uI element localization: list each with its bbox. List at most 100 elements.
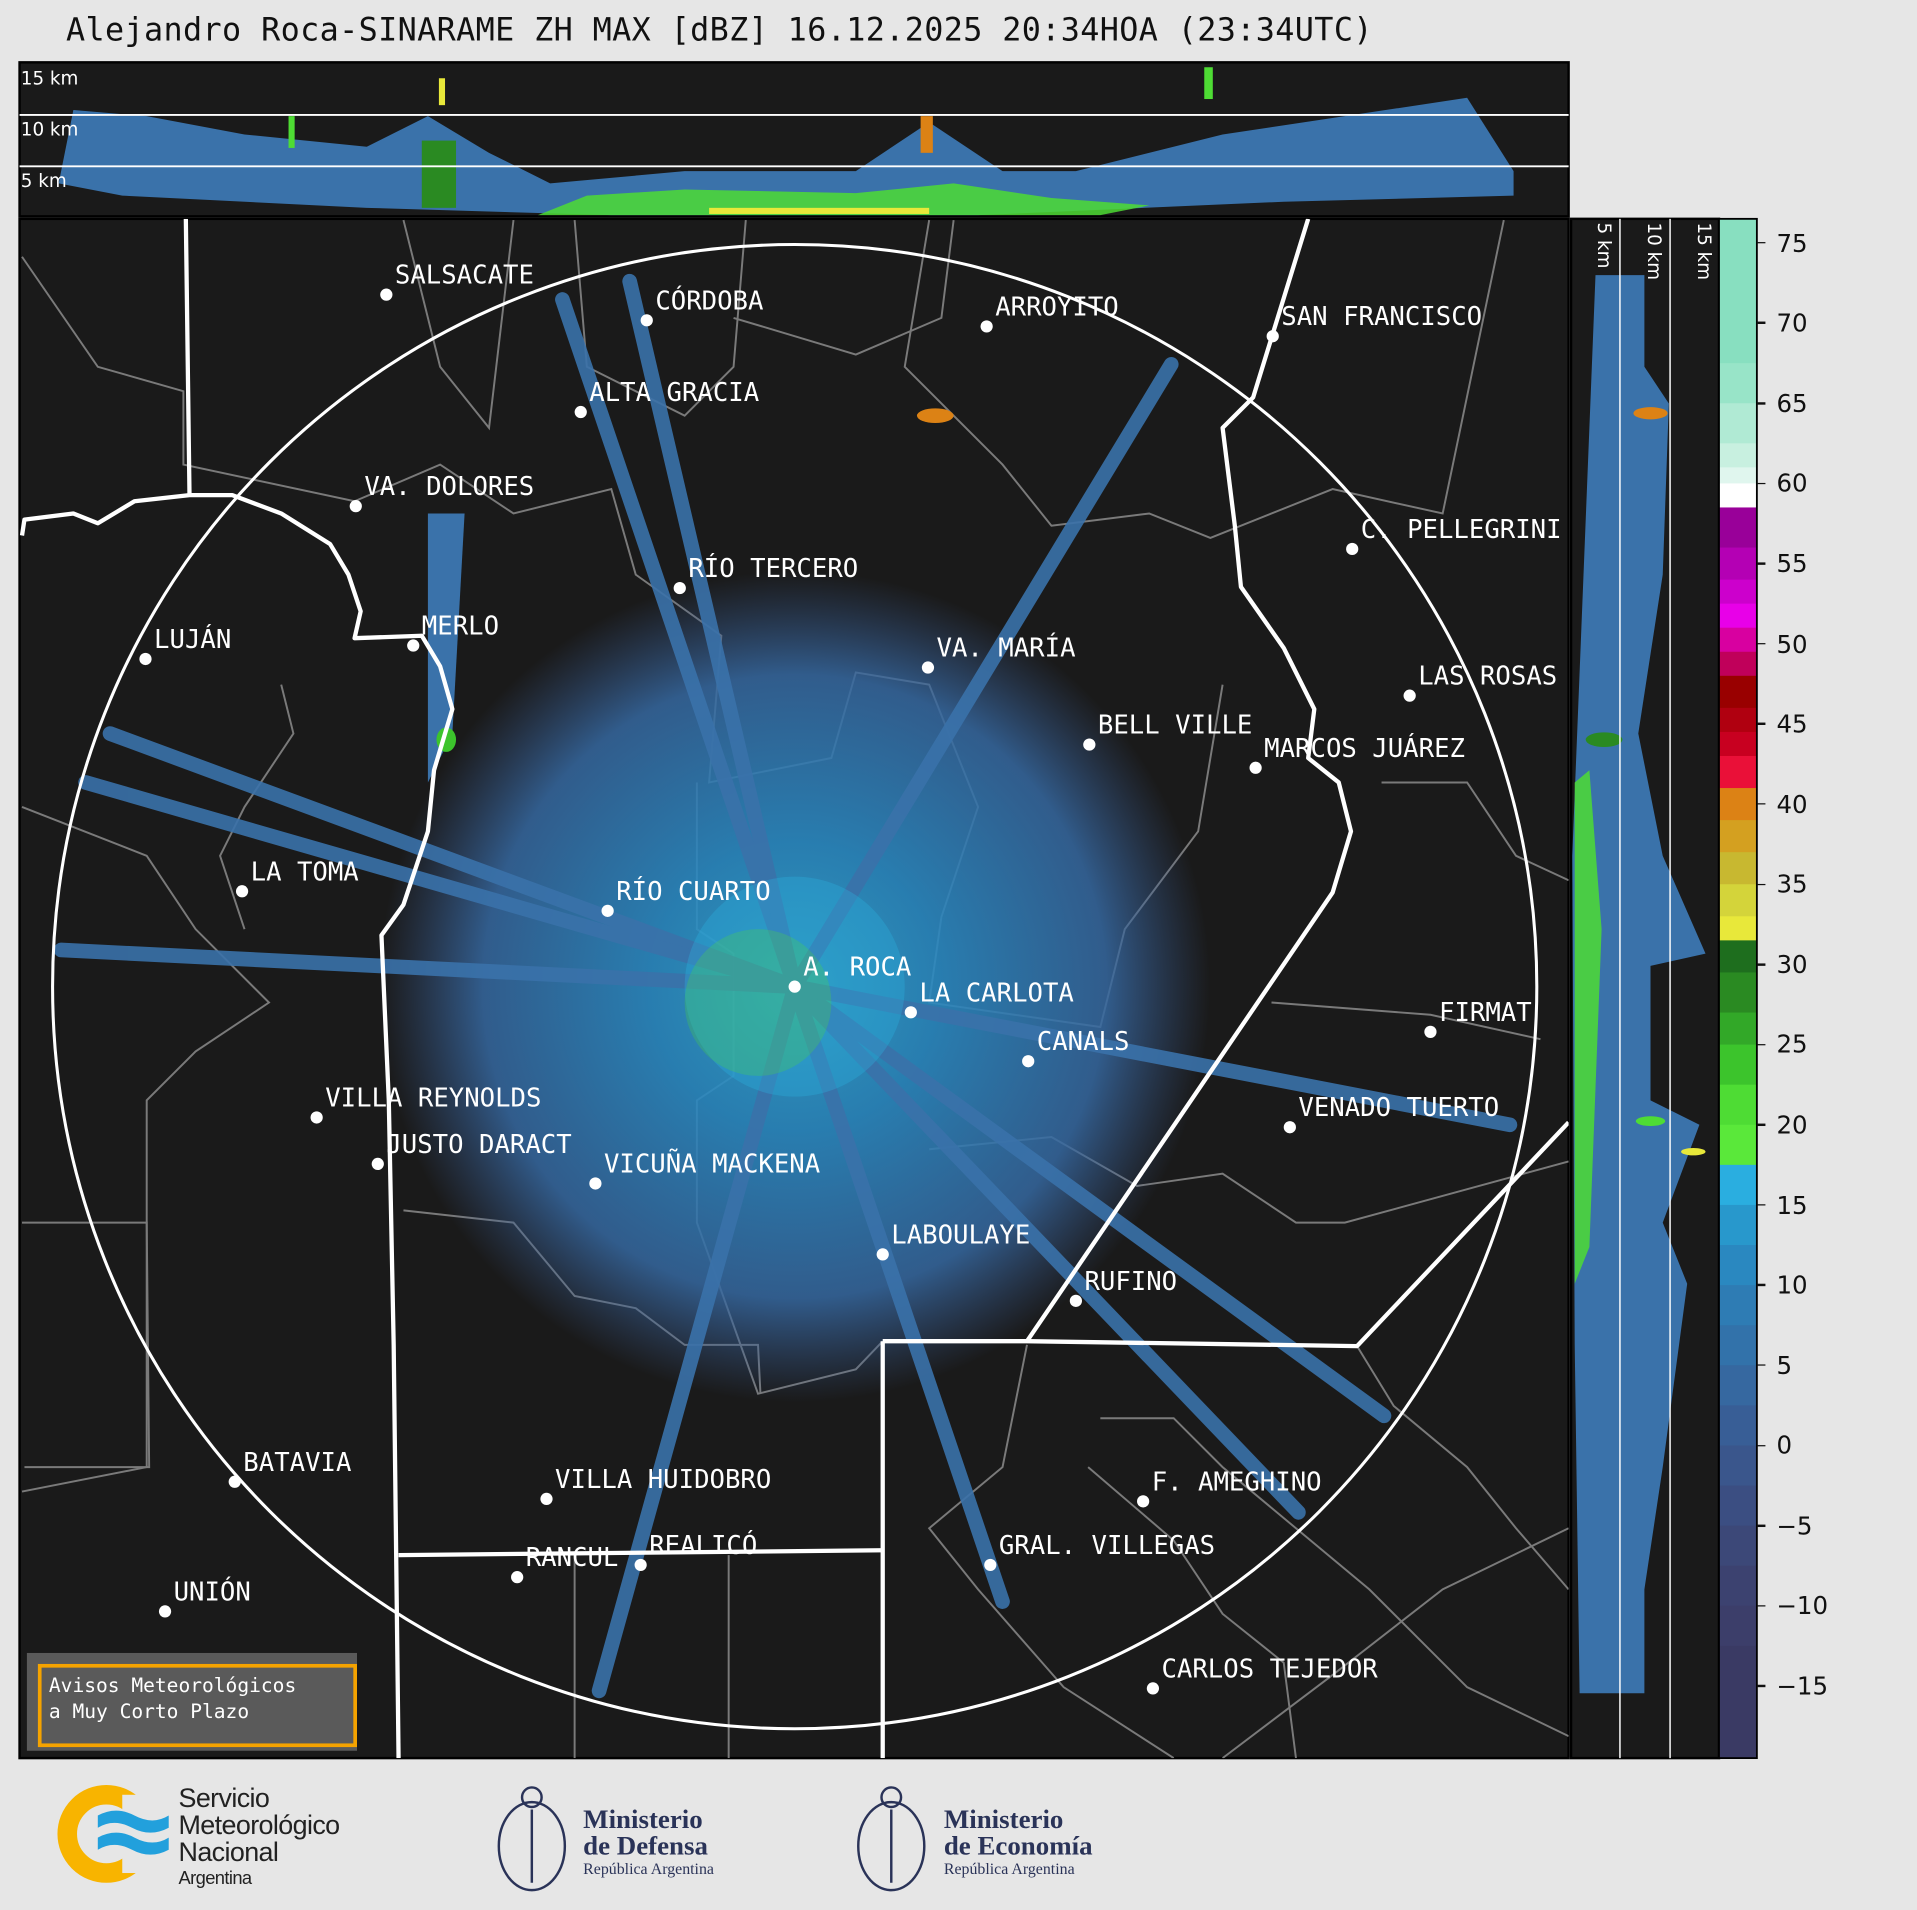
colorbar (1718, 218, 1757, 1759)
colorbar-tick-label: −15 (1776, 1671, 1829, 1701)
colorbar-tick-mark (1756, 722, 1766, 725)
city-label: A. ROCA (803, 953, 911, 983)
side-cross-section-panel: 5 km 10 km 15 km (1569, 217, 1721, 1760)
city-label: LAS ROSAS (1418, 662, 1557, 692)
colorbar-segment (1718, 884, 1757, 917)
colorbar-tick-label: 20 (1776, 1110, 1808, 1140)
city-label: CANALS (1037, 1027, 1130, 1057)
city-label: BATAVIA (243, 1448, 351, 1478)
colorbar-tick-label: 55 (1776, 548, 1808, 579)
colorbar-segment (1718, 1485, 1757, 1527)
colorbar-tick-label: 5 (1776, 1350, 1793, 1380)
colorbar-segment (1718, 972, 1757, 1014)
city-label: SAN FRANCISCO (1281, 302, 1482, 332)
city-dot (1346, 542, 1359, 556)
colorbar-tick-mark (1756, 1604, 1766, 1607)
colorbar-segment (1718, 1325, 1757, 1366)
argentina-seal-icon-economia (857, 1786, 926, 1892)
city-la-toma: LA TOMA (235, 857, 359, 898)
city-vicu-a-mackena: VICUÑA MACKENA (589, 1147, 820, 1190)
city-laboulaye: LABOULAYE (876, 1220, 1030, 1261)
city-carlos-tejedor: CARLOS TEJEDOR (1146, 1654, 1378, 1695)
city-dot (574, 405, 587, 419)
city-label: VICUÑA MACKENA (604, 1147, 820, 1179)
city-dot (980, 320, 993, 333)
city-dot (1069, 1294, 1083, 1307)
colorbar-tick-label: 50 (1776, 629, 1808, 659)
warning-link[interactable]: Avisos Meteorológicos a Muy Corto Plazo (37, 1663, 357, 1748)
city-c-pellegrini: C. PELLEGRINI (1346, 515, 1562, 556)
colorbar-segment (1718, 1124, 1757, 1166)
city-la-carlota: LA CARLOTA (904, 978, 1074, 1019)
colorbar-tick-label: 10 (1776, 1270, 1808, 1300)
top-label-10km: 10 km (21, 120, 79, 141)
colorbar-segment (1718, 1525, 1757, 1567)
colorbar-segment (1718, 443, 1757, 468)
colorbar-segment (1718, 731, 1757, 757)
city-arroyito: ARROYITO (980, 292, 1119, 333)
colorbar-tick-mark (1756, 241, 1766, 244)
colorbar-tick-label: 40 (1776, 789, 1808, 819)
city-label: REALICÓ (649, 1529, 757, 1561)
city-label: CARLOS TEJEDOR (1161, 1654, 1378, 1684)
smn-logo-icon (57, 1784, 172, 1883)
warning-line-1: Avisos Meteorológicos (48, 1673, 297, 1697)
colorbar-tick-label: 45 (1776, 709, 1808, 739)
city-label: LABOULAYE (891, 1220, 1030, 1250)
economia-line-2: de Economía (943, 1830, 1093, 1861)
city-dot (1403, 689, 1416, 702)
side-echo-profile (1572, 275, 1706, 1694)
city-dot (158, 1605, 172, 1618)
colorbar-tick-label: 15 (1776, 1190, 1808, 1220)
defensa-line-2: de Defensa (583, 1830, 708, 1861)
city-a-roca: A. ROCA (788, 953, 911, 993)
colorbar-tick-mark (1756, 482, 1766, 485)
top-label-5km: 5 km (21, 171, 67, 192)
city-canals: CANALS (1022, 1027, 1130, 1068)
city-label: C. PELLEGRINI (1361, 515, 1562, 545)
colorbar-tick-mark (1756, 1685, 1766, 1687)
defensa-line-1: Ministerio (583, 1803, 703, 1834)
colorbar-segment (1718, 1044, 1757, 1086)
colorbar-segment (1718, 852, 1757, 885)
city-dot (1137, 1495, 1150, 1508)
city-label: RANCUL (526, 1543, 619, 1573)
economia-logo-text: Ministerio de Economía República Argenti… (943, 1803, 1093, 1879)
city-villa-reynolds: VILLA REYNOLDS (310, 1083, 541, 1124)
colorbar-segment (1718, 1445, 1757, 1487)
city-marcos-ju-rez: MARCOS JUÁREZ (1249, 732, 1465, 774)
smn-line-3: Nacional (178, 1836, 279, 1867)
city-r-o-tercero: RÍO TERCERO (673, 552, 858, 595)
colorbar-segment (1718, 1204, 1757, 1246)
city-batavia: BATAVIA (228, 1448, 351, 1488)
city-dot (634, 1558, 647, 1572)
city-firmat: FIRMAT (1424, 998, 1532, 1038)
colorbar-tick-label: −10 (1776, 1591, 1829, 1621)
city-dot (1266, 330, 1279, 343)
city-gral-villegas: GRAL. VILLEGAS (984, 1531, 1215, 1572)
colorbar-tick-label: 75 (1776, 228, 1808, 258)
city-label: UNIÓN (174, 1575, 251, 1607)
argentina-seal-icon-defensa (497, 1786, 567, 1892)
colorbar-tick-label: 30 (1776, 949, 1808, 980)
colorbar-tick-mark (1756, 402, 1766, 405)
colorbar-segment (1718, 507, 1757, 549)
economia-line-1: Ministerio (943, 1803, 1064, 1834)
smn-line-1: Servicio (178, 1782, 270, 1814)
city-dot (1022, 1055, 1035, 1068)
city-las-rosas: LAS ROSAS (1403, 662, 1557, 702)
colorbar-segment (1718, 916, 1757, 941)
city-markers: SALSACATE CÓRDOBA ARROYITO SAN FRANCISCO ALT… (139, 261, 1562, 1695)
colorbar-segment (1718, 1245, 1757, 1286)
city-dot (228, 1475, 241, 1488)
warning-box[interactable]: Avisos Meteorológicos a Muy Corto Plazo (26, 1652, 357, 1751)
colorbar-segment (1718, 1285, 1757, 1326)
colorbar-segment (1718, 788, 1757, 821)
colorbar-tick-mark (1756, 562, 1766, 565)
city-label: VILLA REYNOLDS (325, 1083, 541, 1113)
province-borders (19, 218, 1569, 1759)
city-label: MARCOS JUÁREZ (1264, 732, 1465, 764)
colorbar-segment (1718, 755, 1757, 789)
city-dot (139, 652, 152, 666)
colorbar-segment (1718, 363, 1757, 404)
